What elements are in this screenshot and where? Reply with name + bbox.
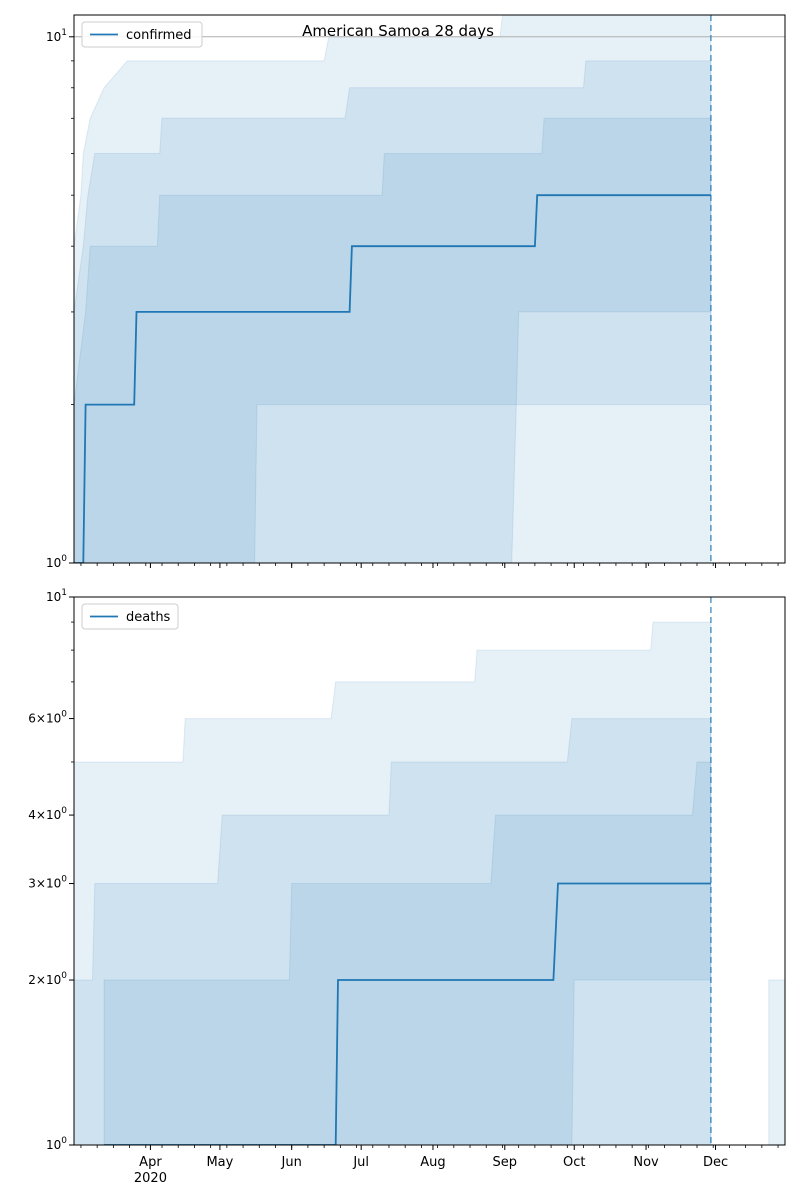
legend-label: confirmed	[126, 28, 192, 43]
x-tick-label: May	[206, 1155, 233, 1170]
y-tick-base: 10	[46, 1138, 61, 1152]
y-tick-label: 4×100	[28, 806, 67, 822]
y-tick-base: 10	[46, 556, 61, 570]
y-tick-coef: 2×10	[28, 973, 61, 987]
y-tick-exp: 0	[61, 875, 67, 885]
legend: deaths	[81, 603, 179, 630]
axes-frame	[73, 596, 786, 1146]
y-tick-coef: 3×10	[28, 877, 61, 891]
x-year-label: 2020	[134, 1171, 167, 1186]
y-tick-exp: 0	[61, 710, 67, 720]
legend-label: deaths	[126, 610, 171, 625]
band-inner	[74, 117, 712, 563]
chart-title: American Samoa 28 days	[302, 22, 494, 40]
y-tick-base: 10	[46, 30, 61, 44]
y-tick-label: 100	[46, 554, 67, 570]
band-extra	[768, 979, 785, 1145]
y-tick-exp: 1	[61, 588, 67, 598]
plot-area	[74, 597, 785, 1145]
x-tick-label: Sep	[493, 1155, 518, 1170]
deaths-line	[104, 882, 711, 1145]
axes-frame	[73, 14, 786, 564]
y-tick-label: 6×100	[28, 710, 67, 726]
plot-area	[74, 15, 785, 563]
legend-frame	[81, 21, 203, 48]
legend-frame	[81, 603, 179, 630]
x-tick-label: Nov	[633, 1155, 659, 1170]
y-tick-base: 10	[46, 590, 61, 604]
y-tick-exp: 0	[61, 554, 67, 564]
x-tick-label: Jun	[281, 1155, 302, 1170]
x-tick-label: Jul	[352, 1155, 369, 1170]
y-tick-label: 101	[46, 28, 67, 44]
x-tick-label: Apr	[139, 1155, 162, 1170]
band-mid	[74, 718, 712, 1145]
band-inner	[103, 761, 712, 1145]
band-mid	[74, 60, 712, 563]
y-tick-exp: 0	[61, 806, 67, 816]
y-tick-coef: 4×10	[28, 808, 61, 822]
band-outer	[74, 15, 712, 563]
y-tick-label: 3×100	[28, 875, 67, 891]
y-tick-exp: 1	[61, 28, 67, 38]
y-tick-exp: 0	[61, 971, 67, 981]
band-outer	[74, 621, 712, 1145]
legend: confirmed	[81, 21, 203, 48]
confirmed-line	[74, 194, 711, 563]
y-tick-label: 100	[46, 1136, 67, 1152]
x-tick-label: Aug	[420, 1155, 445, 1170]
y-tick-label: 2×100	[28, 971, 67, 987]
x-tick-label: Dec	[703, 1155, 728, 1170]
y-tick-exp: 0	[61, 1136, 67, 1146]
x-tick-label: Oct	[563, 1155, 585, 1170]
y-tick-label: 101	[46, 588, 67, 604]
y-tick-coef: 6×10	[28, 712, 61, 726]
